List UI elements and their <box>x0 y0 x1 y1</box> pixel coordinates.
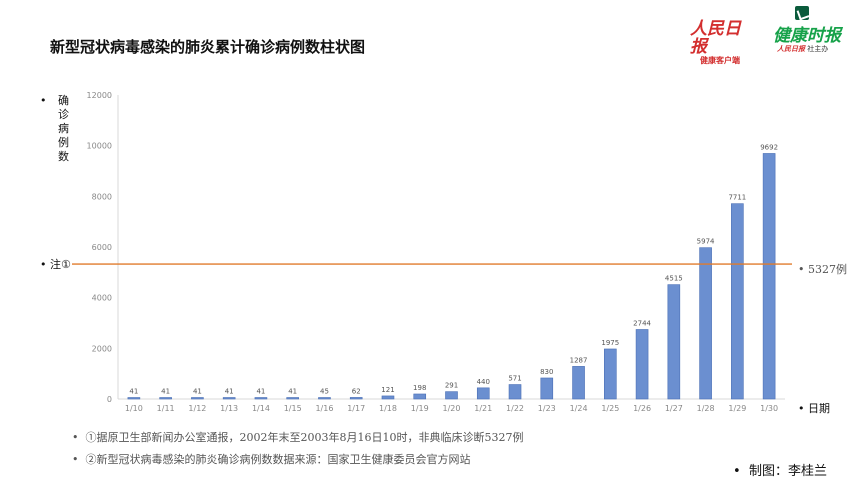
data-label: 41 <box>225 388 234 396</box>
bar <box>762 153 776 400</box>
bar <box>413 393 427 400</box>
bar <box>445 391 458 400</box>
x-tick-label: 1/17 <box>347 404 365 413</box>
reference-note-left: • 注① <box>40 256 71 272</box>
data-label: 41 <box>129 388 138 396</box>
y-tick-label: 6000 <box>92 243 112 252</box>
x-tick-label: 1/20 <box>443 404 461 413</box>
data-label: 45 <box>320 388 329 396</box>
bar <box>286 397 299 400</box>
bar <box>731 203 744 400</box>
x-tick-label: 1/19 <box>411 404 429 413</box>
x-tick-label: 1/27 <box>665 404 683 413</box>
y-tick-label: 4000 <box>92 294 112 303</box>
y-tick-label: 12000 <box>87 91 112 100</box>
bar <box>381 395 395 400</box>
bar <box>159 397 172 400</box>
bar <box>540 377 554 400</box>
data-label: 440 <box>477 378 490 386</box>
data-label: 121 <box>381 386 394 394</box>
bullet-icon: • <box>798 402 805 415</box>
data-label: 4515 <box>665 275 683 283</box>
x-tick-label: 1/30 <box>760 404 778 413</box>
y-tick-label: 10000 <box>87 142 112 151</box>
bar <box>572 366 585 400</box>
bullet-icon: • <box>798 263 805 276</box>
bar <box>127 397 141 400</box>
jiankang-shibao-logo: 健康时报 人民日报 社主办 <box>773 6 843 56</box>
x-tick-label: 1/10 <box>125 404 143 413</box>
renmin-ribao-logo: 人民日报 健康客户端 <box>690 19 741 65</box>
x-tick-label: 1/18 <box>379 404 397 413</box>
bullet-icon: • <box>40 258 47 271</box>
reference-note-marker: 注① <box>50 258 71 271</box>
reference-note-right: • 5327例 <box>798 261 847 277</box>
x-tick-label: 1/24 <box>570 404 588 413</box>
data-label: 198 <box>413 384 426 392</box>
data-label: 9692 <box>760 143 778 151</box>
reference-value-label: 5327例 <box>808 263 847 276</box>
x-tick-label: 1/11 <box>157 404 175 413</box>
x-tick-label: 1/13 <box>220 404 238 413</box>
data-label: 41 <box>161 388 170 396</box>
x-tick-label: 1/12 <box>188 404 206 413</box>
bar <box>191 397 204 400</box>
data-label: 41 <box>256 388 265 396</box>
chart-title: 新型冠状病毒感染的肺炎累计确诊病例数柱状图 <box>50 38 366 56</box>
bar <box>349 397 363 400</box>
data-label: 7711 <box>728 194 746 202</box>
x-tick-label: 1/28 <box>697 404 715 413</box>
data-label: 5974 <box>697 238 715 246</box>
footnote-1: • ①据原卫生部新闻办公室通报，2002年末至2003年8月16日10时，非典临… <box>72 431 524 444</box>
x-tick-label: 1/14 <box>252 404 270 413</box>
bar <box>635 329 649 400</box>
x-tick-label: 1/26 <box>633 404 651 413</box>
y-tick-label: 2000 <box>92 344 112 353</box>
data-label: 1287 <box>570 356 588 364</box>
x-axis-label: • 日期 <box>798 402 830 415</box>
data-label: 62 <box>352 387 361 395</box>
x-tick-label: 1/22 <box>506 404 524 413</box>
data-label: 830 <box>540 368 553 376</box>
chart-credit: • 制图：李桂兰 <box>733 464 827 479</box>
bar <box>476 387 490 400</box>
emblem-icon <box>795 6 809 20</box>
bullet-icon: • <box>40 94 47 107</box>
bar <box>667 284 681 400</box>
data-label: 41 <box>193 388 202 396</box>
bar <box>604 348 617 400</box>
data-label: 1975 <box>601 339 619 347</box>
x-tick-label: 1/29 <box>728 404 746 413</box>
bar <box>318 397 331 400</box>
bar <box>222 397 236 400</box>
data-label: 291 <box>445 382 458 390</box>
x-tick-label: 1/16 <box>315 404 333 413</box>
x-tick-label: 1/25 <box>601 404 619 413</box>
footnote-2: • ②新型冠状病毒感染的肺炎确诊病例数数据来源：国家卫生健康委员会官方网站 <box>72 453 471 466</box>
data-label: 41 <box>288 388 297 396</box>
y-tick-label: 0 <box>107 395 112 404</box>
data-label: 571 <box>508 375 521 383</box>
x-tick-label: 1/21 <box>474 404 492 413</box>
y-tick-label: 8000 <box>92 192 112 201</box>
bar <box>699 247 712 400</box>
x-tick-label: 1/15 <box>284 404 302 413</box>
footnotes: • ①据原卫生部新闻办公室通报，2002年末至2003年8月16日10时，非典临… <box>72 430 523 474</box>
x-tick-label: 1/23 <box>538 404 556 413</box>
data-label: 2744 <box>633 319 651 327</box>
bar <box>254 397 268 400</box>
bar <box>508 384 522 400</box>
